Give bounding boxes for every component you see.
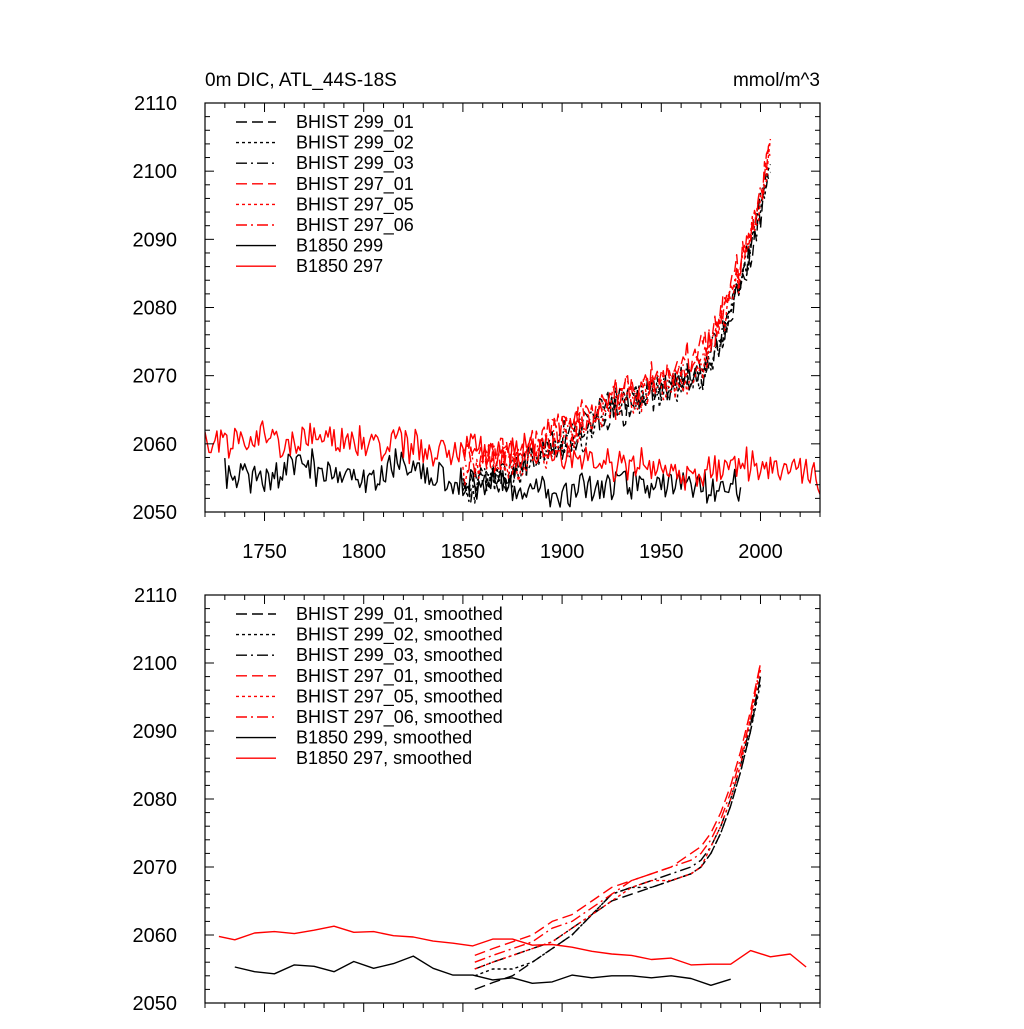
legend-label: BHIST 297_06 (296, 215, 414, 236)
series-line-bhist-297-01-smoothed (474, 662, 762, 957)
chart-title: 0m DIC, ATL_44S-18S (205, 70, 397, 91)
y-tick-label: 2080 (133, 789, 178, 811)
series-line-bhist-297-01 (462, 141, 772, 472)
y-tick-label: 2090 (133, 229, 178, 251)
chart-panel-2: 2050 2060 2070 2080 2090 2100 2110 BHIST 299_01… (133, 585, 821, 1015)
y-tick-label: 2050 (133, 993, 178, 1015)
series-line-bhist-297-06-smoothed (474, 662, 762, 963)
legend-label: BHIST 297_06, smoothed (296, 707, 503, 728)
legend-label: B1850 297, smoothed (296, 748, 472, 768)
x-tick-label: 1800 (341, 541, 386, 563)
series-line-bhist-299-03-smoothed (474, 676, 762, 970)
y-tick-label: 2110 (134, 93, 177, 115)
legend-label: BHIST 297_05, smoothed (296, 686, 503, 707)
series-line-bhist-299-03 (462, 171, 771, 498)
y-tick-label: 2100 (133, 161, 178, 183)
x-tick-label: 1750 (242, 541, 287, 563)
y-tick-label: 2090 (133, 721, 178, 743)
series-line-bhist-297-05-smoothed (474, 669, 762, 970)
series-line-bhist-297-06 (462, 148, 772, 476)
series-line-b1850-297 (205, 420, 820, 495)
legend-label: BHIST 299_01 (296, 112, 414, 133)
series-line-bhist-299-02-smoothed (474, 683, 762, 977)
legend-label: B1850 299 (296, 236, 383, 256)
x-tick-label: 1900 (540, 541, 585, 563)
legend-label: BHIST 299_03, smoothed (296, 645, 503, 666)
legend-label: B1850 297 (296, 256, 383, 276)
chart-panel-1: 2050 2060 2070 2080 2090 2100 2110 1750 1800 1850… (133, 93, 821, 563)
series-line-b1850-297-smoothed (218, 925, 807, 968)
y-tick-label: 2070 (133, 366, 178, 388)
legend-label: BHIST 299_01, smoothed (296, 604, 503, 625)
x-tick-label: 1950 (639, 541, 684, 563)
y-tick-label: 2060 (133, 434, 178, 456)
y-tick-label: 2060 (133, 925, 178, 947)
series-line-bhist-297-05 (462, 138, 772, 486)
y-tick-label: 2050 (133, 502, 178, 524)
legend-label: BHIST 297_01, smoothed (296, 666, 503, 687)
x-tick-label: 2000 (738, 541, 783, 563)
legend-label: BHIST 297_05 (296, 194, 414, 215)
legend-label: BHIST 299_03 (296, 153, 414, 174)
legend-label: B1850 299, smoothed (296, 728, 472, 748)
series-group (218, 662, 807, 991)
legend-label: BHIST 299_02, smoothed (296, 625, 503, 646)
series-group (205, 138, 820, 508)
y-tick-label: 2070 (133, 857, 178, 879)
series-line-b1850-299-smoothed (234, 955, 731, 986)
y-tick-label: 2110 (134, 585, 177, 607)
legend-label: BHIST 297_01 (296, 174, 414, 195)
series-line-b1850-299 (224, 448, 742, 508)
y-tick-label: 2080 (133, 298, 178, 320)
series-line-bhist-299-01-smoothed (474, 676, 762, 991)
units-label: mmol/m^3 (733, 70, 820, 91)
x-tick-label: 1850 (441, 541, 486, 563)
legend-label: BHIST 299_02 (296, 133, 414, 154)
y-tick-label: 2100 (133, 653, 178, 675)
